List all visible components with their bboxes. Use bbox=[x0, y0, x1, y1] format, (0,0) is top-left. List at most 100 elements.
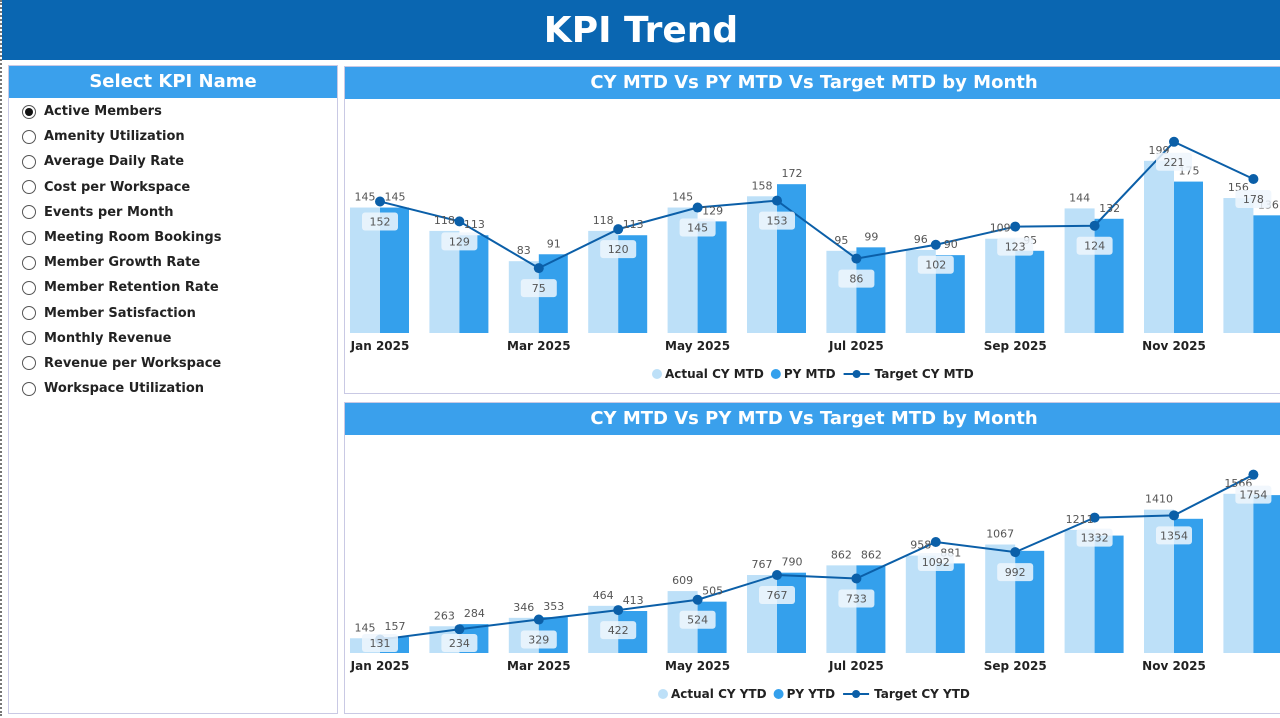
x-tick-label: Mar 2025 bbox=[507, 659, 571, 673]
actual-data-label: 144 bbox=[1069, 191, 1090, 204]
target-data-label: 102 bbox=[925, 259, 946, 272]
kpi-option-label: Cost per Workspace bbox=[44, 179, 191, 195]
radio-icon[interactable] bbox=[22, 230, 36, 245]
actual-bar bbox=[985, 544, 1016, 653]
kpi-option[interactable]: Amenity Utilization bbox=[9, 124, 337, 149]
py-bar bbox=[1253, 495, 1280, 653]
target-label-box bbox=[362, 634, 398, 652]
target-data-label: 992 bbox=[1005, 566, 1026, 579]
kpi-option-label: Meeting Room Bookings bbox=[44, 230, 222, 246]
target-label-box bbox=[1235, 189, 1272, 208]
py-bar bbox=[856, 247, 886, 333]
kpi-option[interactable]: Monthly Revenue bbox=[9, 326, 337, 351]
kpi-option[interactable]: Events per Month bbox=[9, 200, 337, 225]
target-label-box bbox=[600, 240, 637, 259]
mtd-chart: 145 145 152 Jan 2025 118 113 129 83 91 75 Mar 2025… bbox=[350, 136, 1280, 381]
radio-icon[interactable] bbox=[22, 280, 36, 295]
radio-icon[interactable] bbox=[22, 306, 36, 321]
x-tick-label: Jul 2025 bbox=[828, 339, 884, 353]
py-bar bbox=[777, 184, 806, 333]
kpi-option-label: Average Daily Rate bbox=[44, 154, 185, 170]
radio-icon[interactable] bbox=[22, 331, 36, 346]
target-data-label: 1332 bbox=[1081, 532, 1109, 545]
x-tick-label: Jan 2025 bbox=[350, 659, 410, 673]
py-bar bbox=[1094, 218, 1124, 333]
radio-icon[interactable] bbox=[22, 129, 36, 144]
x-tick-label: Sep 2025 bbox=[984, 339, 1047, 353]
target-data-label: 152 bbox=[370, 215, 391, 228]
py-data-label: 284 bbox=[464, 607, 485, 620]
target-label-box bbox=[520, 630, 557, 649]
target-point bbox=[454, 624, 465, 635]
target-label-box bbox=[917, 552, 954, 571]
ytd-chart-panel: CY MTD Vs PY MTD Vs Target MTD by Month … bbox=[344, 402, 1280, 714]
py-data-label: 145 bbox=[385, 191, 406, 204]
target-data-label: 1754 bbox=[1239, 489, 1267, 502]
target-data-label: 178 bbox=[1243, 193, 1264, 206]
py-data-label: 129 bbox=[702, 204, 723, 217]
kpi-option-label: Monthly Revenue bbox=[44, 330, 172, 346]
kpi-option[interactable]: Meeting Room Bookings bbox=[9, 225, 337, 250]
x-tick-label: Nov 2025 bbox=[1142, 339, 1206, 353]
radio-icon[interactable] bbox=[22, 381, 36, 396]
target-data-label: 153 bbox=[767, 215, 788, 228]
actual-bar bbox=[1064, 529, 1095, 653]
kpi-option-label: Member Satisfaction bbox=[44, 305, 196, 321]
radio-icon[interactable] bbox=[22, 205, 36, 220]
kpi-option[interactable]: Average Daily Rate bbox=[9, 149, 337, 174]
kpi-option[interactable]: Member Satisfaction bbox=[9, 301, 337, 326]
py-data-label: 353 bbox=[543, 600, 564, 613]
target-point bbox=[375, 196, 385, 207]
actual-data-label: 1067 bbox=[986, 528, 1014, 541]
target-label-box bbox=[917, 255, 954, 274]
radio-icon[interactable] bbox=[22, 104, 36, 119]
radio-icon[interactable] bbox=[22, 154, 36, 169]
actual-data-label: 96 bbox=[914, 233, 928, 246]
legend-actual-label: Actual CY YTD bbox=[671, 687, 767, 701]
target-data-label: 329 bbox=[528, 634, 549, 647]
target-label-box bbox=[441, 232, 478, 251]
target-point bbox=[1169, 510, 1179, 521]
target-data-label: 1354 bbox=[1160, 529, 1188, 542]
kpi-option[interactable]: Member Growth Rate bbox=[9, 250, 337, 275]
actual-data-label: 767 bbox=[752, 558, 773, 571]
target-line bbox=[379, 473, 1254, 641]
kpi-option[interactable]: Cost per Workspace bbox=[9, 175, 337, 200]
target-data-label: 75 bbox=[532, 282, 546, 295]
target-data-label: 221 bbox=[1164, 156, 1185, 169]
radio-icon[interactable] bbox=[22, 356, 36, 371]
target-label-box bbox=[679, 218, 716, 237]
py-bar bbox=[697, 221, 727, 333]
actual-data-label: 609 bbox=[672, 574, 693, 587]
radio-icon[interactable] bbox=[22, 255, 36, 270]
target-point bbox=[1010, 547, 1021, 558]
kpi-option[interactable]: Revenue per Workspace bbox=[9, 351, 337, 376]
kpi-option[interactable]: Active Members bbox=[9, 99, 337, 124]
target-point bbox=[613, 605, 624, 616]
actual-data-label: 263 bbox=[434, 609, 455, 622]
py-data-label: 862 bbox=[861, 548, 882, 561]
actual-bar bbox=[1223, 493, 1254, 653]
x-tick-label: May 2025 bbox=[665, 659, 730, 673]
kpi-option[interactable]: Member Retention Rate bbox=[9, 275, 337, 300]
target-data-label: 733 bbox=[846, 592, 867, 605]
legend-target-point-icon bbox=[852, 370, 861, 378]
target-label-box bbox=[759, 586, 795, 605]
py-data-label: 413 bbox=[623, 594, 644, 607]
kpi-option[interactable]: Workspace Utilization bbox=[9, 376, 337, 401]
actual-data-label: 95 bbox=[834, 234, 848, 247]
py-bar bbox=[459, 235, 489, 333]
target-data-label: 129 bbox=[449, 235, 470, 248]
radio-icon[interactable] bbox=[22, 180, 36, 195]
target-data-label: 124 bbox=[1084, 240, 1105, 253]
actual-data-label: 1211 bbox=[1066, 513, 1094, 526]
chart-title: CY MTD Vs PY MTD Vs Target MTD by Month bbox=[345, 403, 1280, 435]
target-label-box bbox=[362, 212, 398, 231]
target-data-label: 524 bbox=[687, 614, 708, 627]
target-label-box bbox=[838, 269, 875, 288]
ytd-chart: 145 157 131 Jan 2025 263 284 234 346 353 329 Mar 2… bbox=[350, 469, 1280, 701]
target-point bbox=[533, 263, 544, 274]
x-tick-label: Sep 2025 bbox=[984, 659, 1047, 673]
actual-data-label: 145 bbox=[355, 621, 376, 634]
